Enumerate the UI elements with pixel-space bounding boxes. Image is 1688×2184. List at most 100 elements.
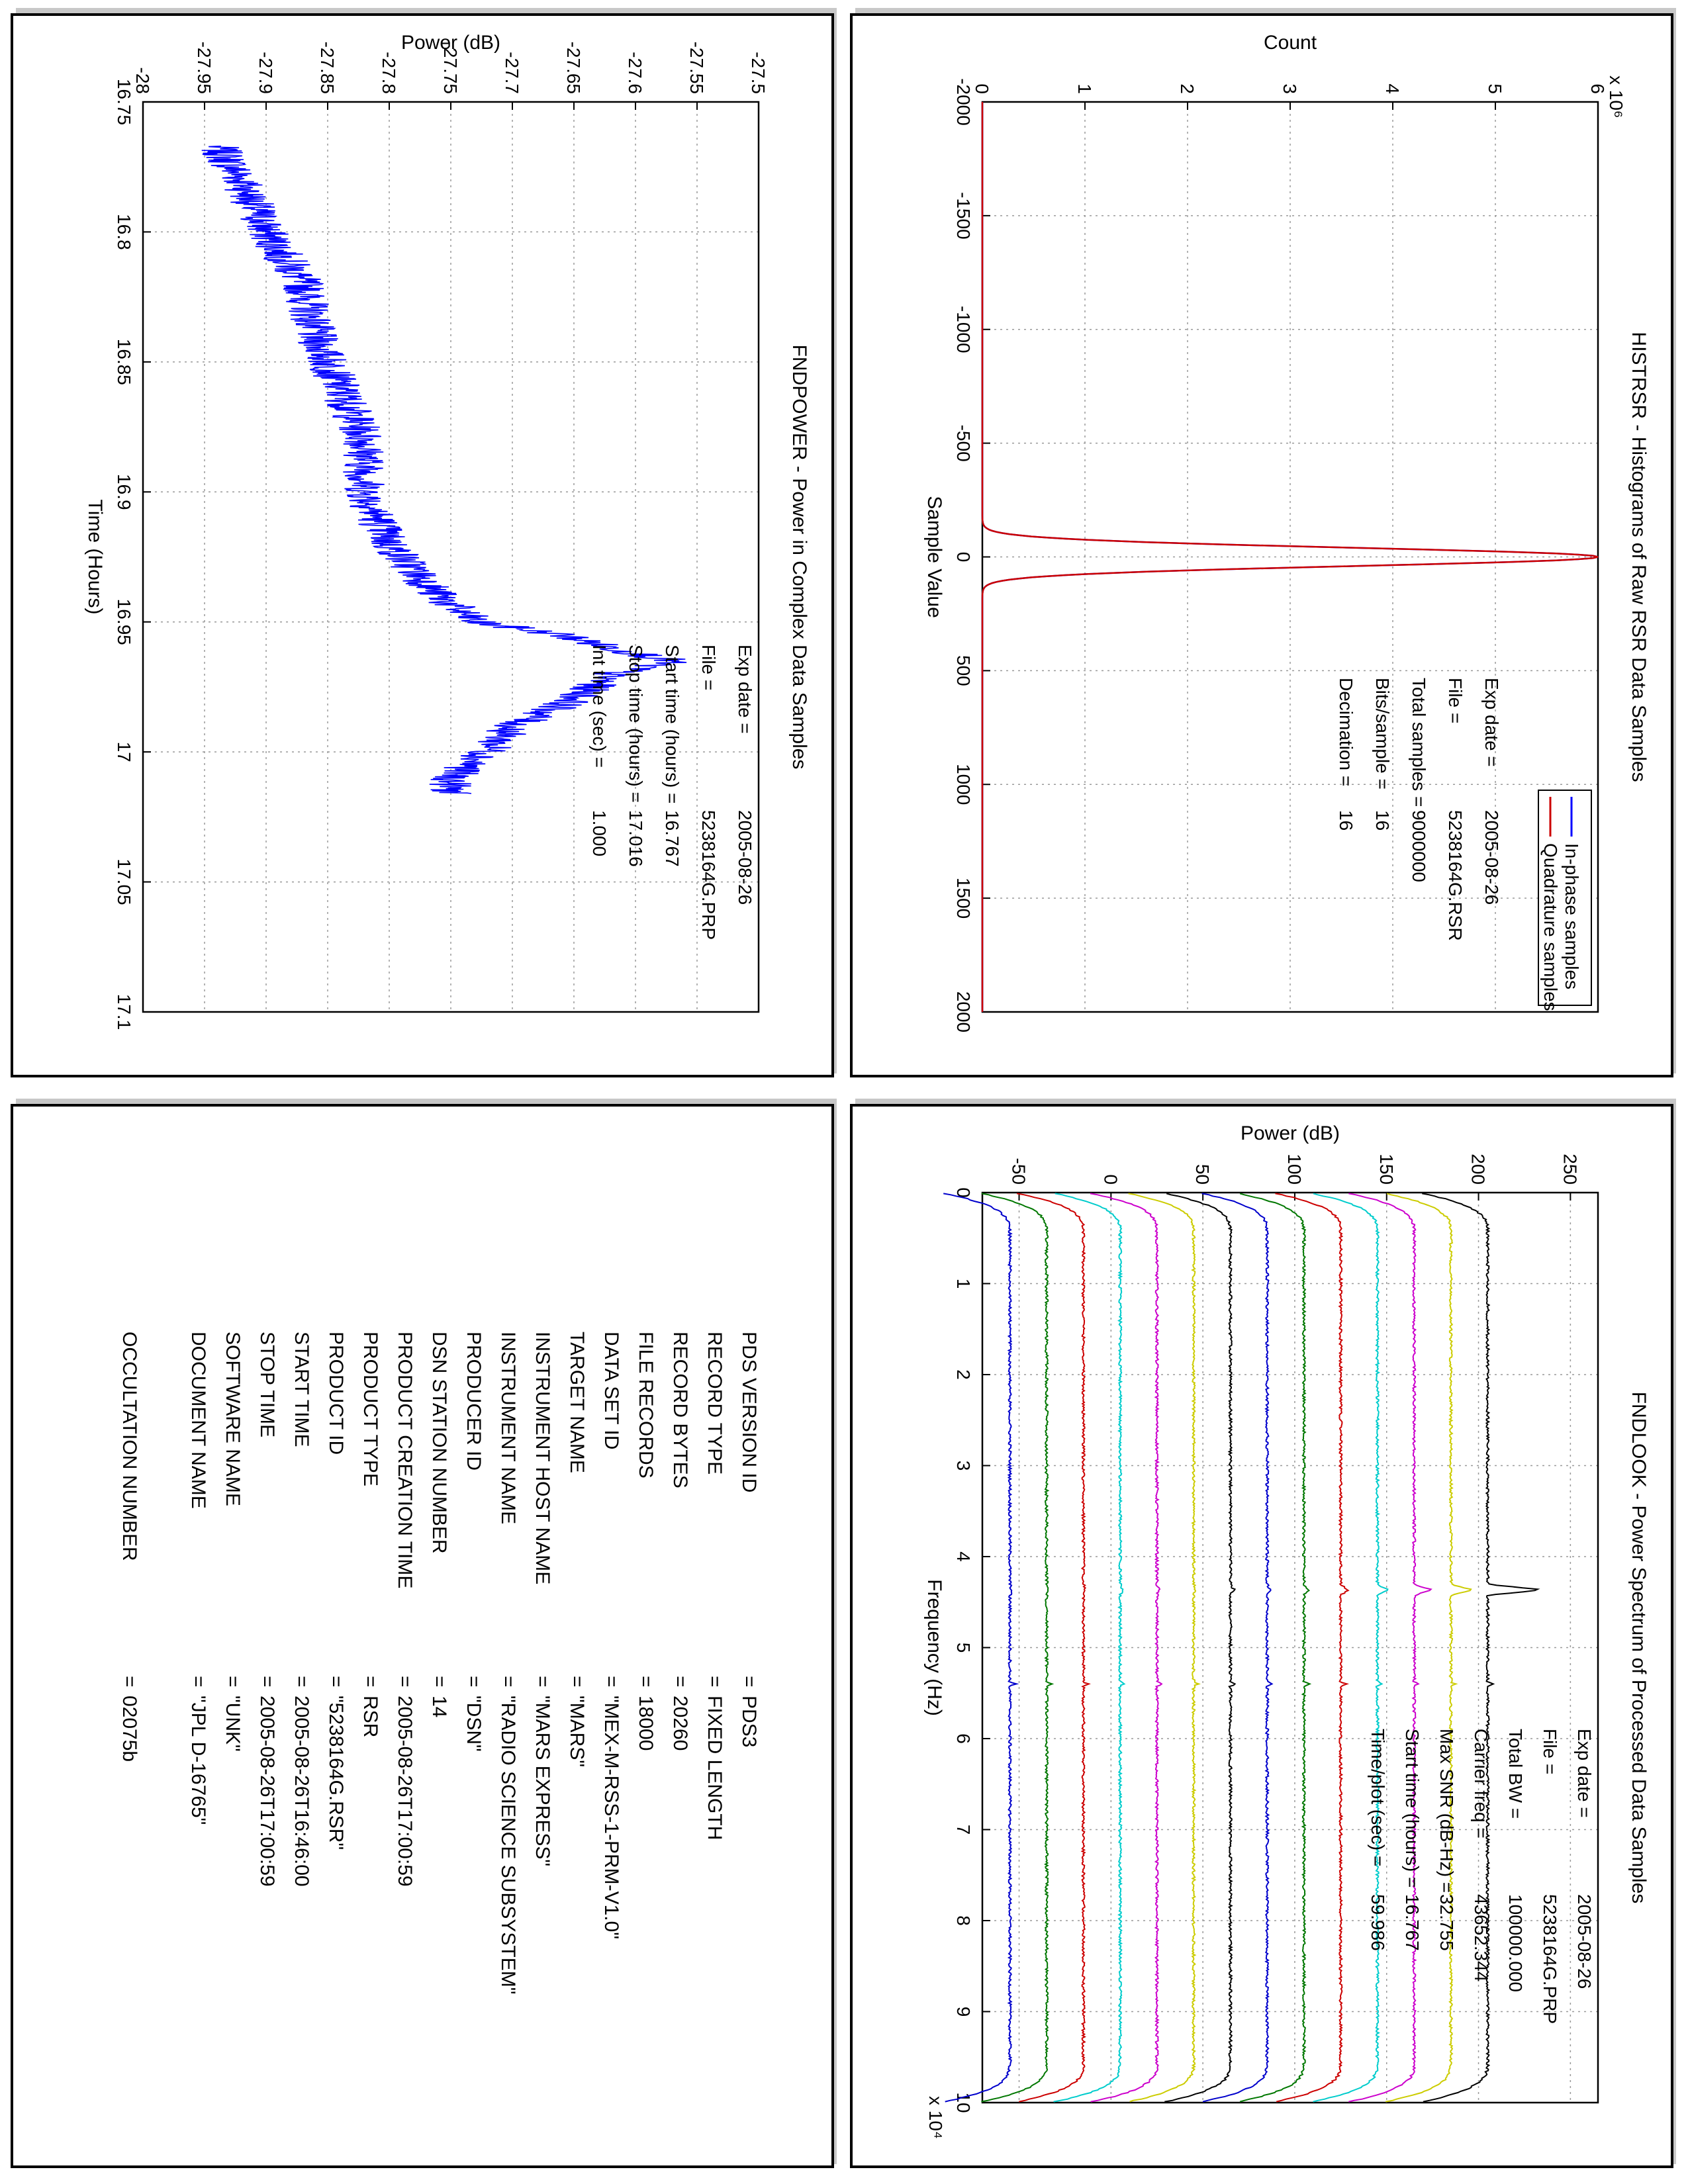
y-tick-label: -27.5 [748, 52, 769, 94]
spectrum-series [1017, 1193, 1091, 2103]
pds-separator: = [428, 1676, 450, 1688]
pds-value: 2005-08-26T17:00:59 [256, 1696, 278, 1887]
fndpower-chart: 16.75 16.8 16.85 16.9 16.95 17 17.05 17.1 -28 -27… [84, 32, 810, 1030]
annotation-value: 1.000 [589, 810, 610, 856]
x-tick-label: 6 [953, 1733, 974, 1744]
histrsr-panel: -2000 -1500 -1000 -500 0 500 1000 1500 2000 0 1 2 3 4… [850, 13, 1673, 1077]
annotation-value: 59.986 [1368, 1894, 1388, 1951]
y-tick-label: 50 [1192, 1164, 1213, 1185]
pds-value: "MARS" [566, 1696, 588, 1767]
annotation-label: Start time (hours) = [1402, 1729, 1423, 1888]
y-tick-label: -27.9 [256, 52, 276, 94]
pds-value: 20260 [669, 1696, 691, 1751]
pds-separator: = [222, 1676, 244, 1688]
spectrum-series [1201, 1193, 1274, 2103]
y-tick-label: 6 [1587, 83, 1608, 94]
annotation-label: File = [1540, 1729, 1560, 1774]
x-axis-label: Sample Value [923, 496, 945, 618]
spectrum-series [1128, 1193, 1201, 2103]
annotation-label: Total samples = [1409, 678, 1429, 807]
annotation-value: 5238164G.PRP [1540, 1894, 1560, 2024]
annotation-value: 43652.344 [1471, 1894, 1491, 1981]
annotation-value: 9000000 [1409, 810, 1429, 882]
pds-separator: = [669, 1676, 691, 1688]
legend-entry: Quadrature samples [1540, 843, 1561, 1011]
pds-key: FILE RECORDS [635, 1332, 657, 1479]
y-tick-label: 150 [1376, 1154, 1397, 1185]
y-tick-label: 250 [1560, 1154, 1580, 1185]
pds-key: INSTRUMENT NAME [497, 1332, 519, 1525]
x-tick-label: 16.75 [114, 79, 134, 125]
annotation-label: Carrier freq = [1471, 1729, 1491, 1839]
x-axis-label: Frequency (Hz) [923, 1579, 945, 1716]
pds-separator: = [635, 1676, 657, 1688]
y-tick-label: -27.6 [625, 52, 645, 94]
x-tick-label: 7 [953, 1825, 974, 1835]
pds-value: "MEX-M-RSS-1-PRM-V1.0" [600, 1696, 622, 1939]
annotation-value: 16.767 [1402, 1894, 1423, 1951]
pds-separator: = [600, 1676, 622, 1688]
annotation-label: Exp date = [1574, 1729, 1595, 1818]
chart-title: FNDPOWER - Power in Complex Data Samples [788, 345, 810, 770]
pds-key: DATA SET ID [600, 1332, 622, 1450]
x-tick-label: 4 [953, 1551, 974, 1562]
annotation-value: 32.755 [1436, 1894, 1457, 1951]
spectrum-series [1053, 1193, 1126, 2103]
y-tick-label: 4 [1382, 83, 1403, 94]
annotation-value: 2005-08-26 [735, 810, 755, 905]
pds-key: PRODUCER ID [463, 1332, 485, 1471]
y-tick-label: -27.55 [686, 42, 707, 94]
annotation-value: 2005-08-26 [1574, 1894, 1595, 1989]
fndlook-panel: 0 1 2 3 4 5 6 7 8 9 10 -50 0 50 100 150 200 250 FNDLOOK - … [850, 1104, 1673, 2168]
y-tick-label: -27.85 [317, 42, 338, 94]
pds-value: 18000 [635, 1696, 657, 1751]
plot-frame [981, 101, 1599, 1013]
x-tick-label: 0 [953, 1187, 974, 1198]
pds-key: SOFTWARE NAME [222, 1332, 244, 1506]
annotation-label: File = [698, 645, 719, 690]
annotation-label: Int time (sec) = [589, 645, 610, 768]
x-tick-label: 17.05 [114, 859, 134, 905]
pds-key: RECORD TYPE [704, 1332, 726, 1475]
spectrum-series [981, 1193, 1055, 2103]
y-tick-label: 0 [1100, 1174, 1121, 1185]
chart-title: HISTRSR - Histograms of Raw RSR Data Sam… [1628, 332, 1650, 782]
annotation-value: 16 [1336, 810, 1356, 831]
pds-separator: = [463, 1676, 485, 1688]
pds-key: PRODUCT TYPE [359, 1332, 381, 1486]
y-tick-label: -27.65 [563, 42, 584, 94]
x-axis-label: Time (Hours) [84, 500, 106, 615]
histogram-series-inphase [981, 102, 1599, 1012]
pds-separator: = [359, 1676, 381, 1688]
pds-key: DSN STATION NUMBER [428, 1332, 450, 1554]
pds-label-panel: PDS VERSION ID RECORD TYPE RECORD BYTES FIL… [11, 1104, 834, 2168]
pds-value: "RADIO SCIENCE SUBSYSTEM" [497, 1696, 519, 1995]
y-tick-label: 0 [972, 83, 992, 94]
y-tick-label: -28 [132, 68, 153, 94]
annotation-label: Stop time (hours) = [626, 645, 646, 803]
x-tick-label: -1500 [953, 192, 974, 240]
x-tick-label: 500 [953, 655, 974, 686]
x-tick-label: 8 [953, 1915, 974, 1926]
y-tick-label: -27.95 [194, 42, 214, 94]
pds-label-rotated: PDS VERSION ID RECORD TYPE RECORD BYTES FIL… [13, 1107, 831, 2165]
y-tick-label: -50 [1009, 1158, 1029, 1185]
x-tick-label: 2000 [953, 991, 974, 1032]
x-tick-label: 1500 [953, 878, 974, 919]
x-tick-label: 5 [953, 1643, 974, 1653]
pds-value: "JPL D-16765" [187, 1696, 209, 1825]
annotation-label: Exp date = [1481, 678, 1502, 767]
x-tick-label: 16.85 [114, 339, 134, 385]
annotation-label: Exp date = [735, 645, 755, 734]
x-tick-label: 0 [953, 552, 974, 563]
annotation-value: 16 [1372, 810, 1393, 831]
pds-value: "MARS EXPRESS" [532, 1696, 553, 1867]
x-tick-label: 1000 [953, 764, 974, 805]
annotation-value: 16.767 [662, 810, 682, 867]
pds-separator: = [291, 1676, 312, 1688]
pds-key: START TIME [291, 1332, 312, 1447]
pds-key: TARGET NAME [566, 1332, 588, 1473]
y-axis-label: Count [1264, 32, 1317, 54]
fndpower-panel: 16.75 16.8 16.85 16.9 16.95 17 17.05 17.1 -28 -27… [11, 13, 834, 1077]
pds-separator: = [497, 1676, 519, 1688]
